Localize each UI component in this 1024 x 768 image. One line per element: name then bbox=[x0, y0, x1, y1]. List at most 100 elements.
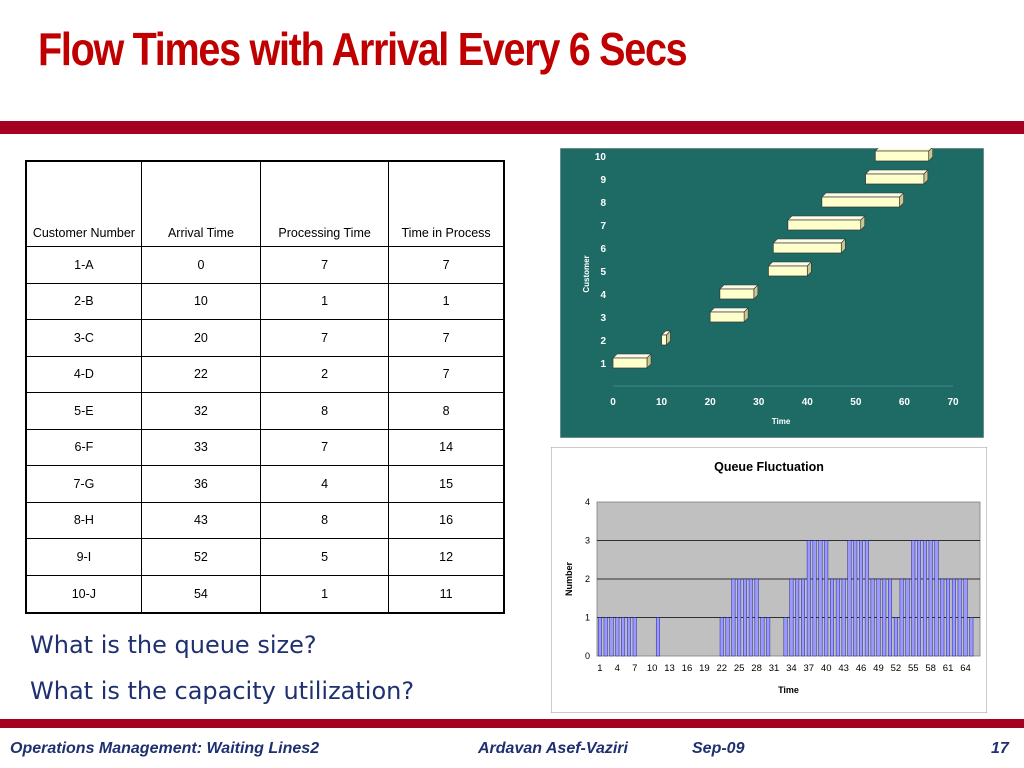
gantt-bar bbox=[719, 284, 759, 300]
table-cell: 8 bbox=[388, 392, 505, 430]
queue-bar bbox=[725, 617, 730, 657]
gantt-y-tick-label: 5 bbox=[600, 267, 606, 278]
queue-bar bbox=[859, 540, 863, 657]
queue-x-tick-label: 31 bbox=[769, 663, 780, 674]
table-row: 8-H 43 8 16 bbox=[25, 501, 505, 540]
questions: What is the queue size? What is the capa… bbox=[30, 622, 414, 714]
queue-bar bbox=[754, 578, 759, 657]
table-cell: 6-F bbox=[25, 428, 142, 467]
queue-x-tick-label: 22 bbox=[716, 663, 727, 674]
table-row: 5-E 32 8 8 bbox=[25, 392, 505, 430]
queue-x-tick-label: 7 bbox=[632, 663, 637, 674]
queue-bar bbox=[655, 617, 660, 657]
queue-y-tick-label: 3 bbox=[585, 536, 590, 546]
table-cell: 11 bbox=[388, 574, 505, 614]
table-row: 3-C 20 7 7 bbox=[25, 319, 505, 357]
footer-author: Ardavan Asef-Vaziri bbox=[478, 740, 628, 757]
queue-bar bbox=[911, 540, 916, 657]
queue-bar bbox=[812, 540, 817, 657]
table-cell: 7-G bbox=[25, 465, 142, 503]
queue-bar bbox=[626, 617, 631, 657]
gantt-y-tick-label: 7 bbox=[600, 221, 606, 232]
table-cell: 4 bbox=[260, 465, 390, 503]
table-cell: 36 bbox=[140, 465, 262, 503]
table-cell: 0 bbox=[140, 246, 262, 284]
queue-bar bbox=[899, 578, 904, 657]
queue-bar bbox=[783, 617, 788, 657]
queue-bar bbox=[841, 578, 846, 657]
table-row: 2-B 10 1 1 bbox=[25, 282, 505, 321]
queue-bar bbox=[940, 578, 945, 657]
table-cell: 1-A bbox=[25, 246, 142, 284]
queue-x-tick-label: 1 bbox=[597, 663, 602, 674]
queue-bar bbox=[737, 578, 742, 657]
gantt-bar bbox=[864, 169, 929, 185]
gantt-y-tick-label: 6 bbox=[600, 244, 606, 255]
table-cell: 16 bbox=[388, 501, 505, 540]
table-cell: 7 bbox=[388, 319, 505, 357]
queue-x-tick-label: 10 bbox=[647, 663, 658, 674]
queue-bar bbox=[934, 540, 939, 657]
queue-bar bbox=[818, 540, 823, 657]
gantt-x-tick-label: 50 bbox=[850, 397, 862, 408]
table-cell: 2 bbox=[260, 355, 390, 394]
queue-bar bbox=[603, 617, 608, 657]
footer-course: Operations Management: Waiting Lines2 bbox=[10, 740, 320, 757]
table-header-row: Customer Number Arrival Time Processing … bbox=[25, 160, 505, 247]
column-header: Arrival Time bbox=[140, 160, 262, 247]
footer-page-number: 17 bbox=[991, 740, 1009, 757]
queue-bar bbox=[609, 617, 614, 657]
table-cell: 4-D bbox=[25, 355, 142, 394]
table-cell: 7 bbox=[260, 319, 390, 357]
table-cell: 14 bbox=[388, 428, 505, 467]
table-cell: 33 bbox=[140, 428, 262, 467]
gantt-bar bbox=[660, 330, 672, 346]
queue-x-axis-label: Time bbox=[778, 685, 799, 695]
gantt-y-tick-label: 8 bbox=[600, 198, 606, 209]
queue-x-tick-label: 61 bbox=[943, 663, 954, 674]
table-cell: 22 bbox=[140, 355, 262, 394]
gantt-bar bbox=[767, 261, 813, 277]
table-cell: 7 bbox=[388, 355, 505, 394]
table-cell: 15 bbox=[388, 465, 505, 503]
gantt-y-axis-label: Customer bbox=[582, 255, 591, 292]
queue-x-tick-label: 19 bbox=[699, 663, 710, 674]
gantt-y-tick-label: 2 bbox=[600, 336, 606, 347]
table-cell: 7 bbox=[388, 246, 505, 284]
gantt-x-tick-label: 10 bbox=[656, 397, 668, 408]
gantt-y-tick-label: 4 bbox=[600, 290, 606, 301]
queue-bar bbox=[719, 617, 724, 657]
queue-bar bbox=[789, 578, 794, 657]
queue-bar bbox=[882, 578, 887, 657]
gantt-bar bbox=[787, 215, 866, 231]
queue-x-tick-label: 16 bbox=[682, 663, 693, 674]
queue-bar bbox=[969, 617, 974, 657]
queue-bar bbox=[876, 578, 881, 657]
queue-bar bbox=[957, 578, 962, 657]
slide-title: Flow Times with Arrival Every 6 Secs bbox=[38, 23, 688, 75]
column-header: Customer Number bbox=[25, 160, 142, 247]
table-cell: 2-B bbox=[25, 282, 142, 321]
queue-bar bbox=[835, 578, 840, 657]
queue-y-axis-label: Number bbox=[564, 562, 574, 597]
queue-bar bbox=[830, 578, 834, 657]
queue-x-tick-label: 55 bbox=[908, 663, 919, 674]
table-cell: 9-I bbox=[25, 538, 142, 576]
table-cell: 5-E bbox=[25, 392, 142, 430]
table-cell: 7 bbox=[260, 428, 390, 467]
queue-bar bbox=[731, 578, 736, 657]
column-header: Time in Process bbox=[388, 160, 505, 247]
table-cell: 10-J bbox=[25, 574, 142, 614]
queue-x-tick-label: 49 bbox=[873, 663, 884, 674]
table-cell: 3-C bbox=[25, 319, 142, 357]
queue-bar bbox=[864, 540, 869, 657]
queue-bar bbox=[905, 578, 910, 657]
queue-bar bbox=[946, 578, 951, 657]
table-cell: 1 bbox=[388, 282, 505, 321]
queue-y-tick-label: 4 bbox=[585, 497, 590, 507]
gantt-bar bbox=[612, 353, 652, 369]
top-accent-bar bbox=[0, 121, 1024, 134]
queue-bar bbox=[615, 617, 620, 657]
gantt-x-tick-label: 40 bbox=[802, 397, 814, 408]
table-cell: 32 bbox=[140, 392, 262, 430]
